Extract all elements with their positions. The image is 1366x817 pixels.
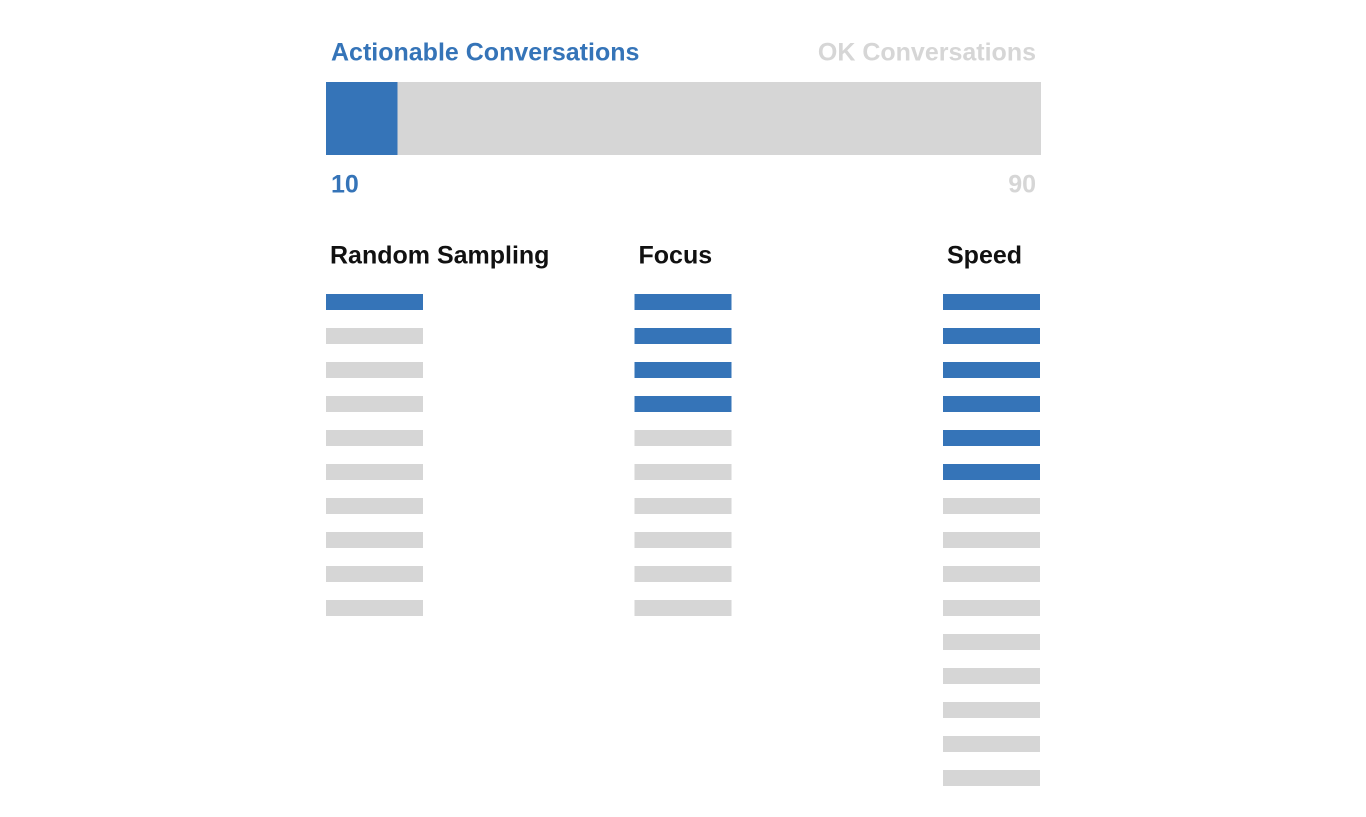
ok-bar: [943, 702, 1040, 718]
ok-bar: [326, 362, 423, 378]
ok-bar: [943, 600, 1040, 616]
ok-bar: [326, 328, 423, 344]
value-label: 10: [331, 171, 359, 199]
ok-bar: [943, 668, 1040, 684]
group-title: Random Sampling: [330, 242, 549, 270]
ok-bar: [634, 430, 732, 446]
ok-bar: [943, 566, 1040, 582]
actionable-bar: [943, 294, 1040, 310]
ok-bar: [326, 498, 423, 514]
ok-bar: [943, 736, 1040, 752]
group-title: Focus: [639, 242, 713, 270]
ok-bar: [326, 566, 423, 582]
ok-bar: [326, 532, 423, 548]
actionable-bar: [943, 396, 1040, 412]
actionable-bar: [943, 362, 1040, 378]
actionable-bar: [943, 430, 1040, 446]
actionable-bar: [634, 396, 732, 412]
actionable-bar: [943, 464, 1040, 480]
stacked-segment: [326, 82, 398, 155]
ok-bar: [326, 430, 423, 446]
ok-bar: [634, 464, 732, 480]
value-label: 90: [1008, 171, 1036, 199]
ok-bar: [634, 532, 732, 548]
ok-bar: [326, 396, 423, 412]
ok-bar: [326, 464, 423, 480]
ok-bar: [634, 600, 732, 616]
stacked-segment: [397, 82, 1041, 155]
ok-bar: [943, 498, 1040, 514]
series-label: OK Conversations: [818, 39, 1036, 67]
actionable-bar: [634, 294, 732, 310]
ok-bar: [634, 498, 732, 514]
ok-bar: [326, 600, 423, 616]
ok-bar: [943, 634, 1040, 650]
ok-bar: [943, 532, 1040, 548]
actionable-bar: [326, 294, 423, 310]
actionable-bar: [634, 362, 732, 378]
group-title: Speed: [947, 242, 1022, 270]
ok-bar: [943, 770, 1040, 786]
ok-bar: [634, 566, 732, 582]
series-label: Actionable Conversations: [331, 39, 639, 67]
actionable-bar: [634, 328, 732, 344]
actionable-bar: [943, 328, 1040, 344]
